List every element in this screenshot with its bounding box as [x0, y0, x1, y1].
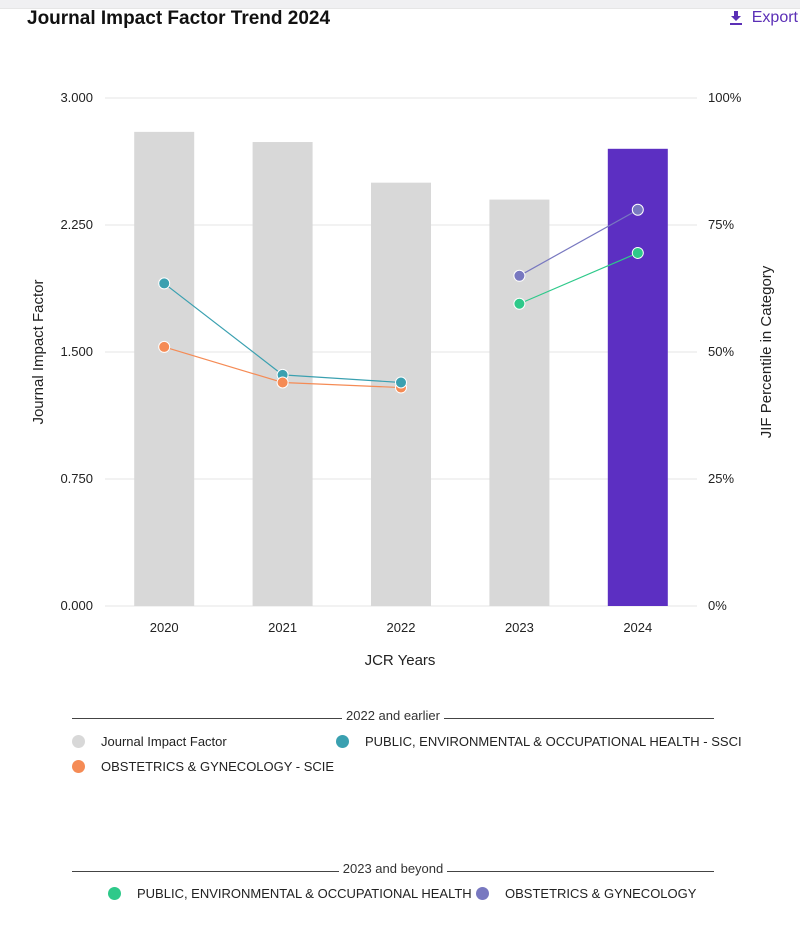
chart-title: Journal Impact Factor Trend 2024 [27, 8, 331, 29]
series-point [631, 203, 644, 216]
y-tick-label: 2.250 [60, 217, 93, 232]
top-border [0, 0, 800, 9]
bars [134, 131, 668, 607]
y2-axis-label: JIF Percentile in Category [758, 265, 775, 438]
export-label: Export [751, 9, 798, 26]
bar-2022 [371, 182, 431, 606]
x-axis-ticks: 2020 2021 2022 2023 2024 [150, 620, 653, 635]
jif-trend-chart: 0.000 0.750 1.500 2.250 3.000 0% 25% 50% 75% 100… [30, 90, 775, 669]
y-axis-ticks: 0.000 0.750 1.500 2.250 3.000 [60, 90, 93, 613]
legend-group-later: 2023 and beyond PUBLIC, ENVIRONMENTAL & … [72, 861, 715, 901]
series-point [158, 340, 171, 353]
legend-swatch [72, 735, 85, 748]
legend-group-title: 2022 and earlier [72, 708, 714, 723]
y2-tick-label: 75% [708, 217, 734, 232]
legend-swatch [476, 887, 489, 900]
series-line [282, 374, 402, 384]
bar-2020 [134, 131, 195, 606]
x-tick-label: 2021 [268, 620, 297, 635]
series-point [513, 297, 526, 310]
legend-item-pe-oh-ssci[interactable]: PUBLIC, ENVIRONMENTAL & OCCUPATIONAL HEA… [336, 734, 742, 749]
y-tick-label: 0.000 [60, 598, 93, 613]
y-axis-label: Journal Impact Factor [30, 279, 47, 424]
series-line [519, 209, 639, 277]
x-axis-label: JCR Years [365, 652, 436, 669]
legend-group-title: 2023 and beyond [72, 861, 715, 876]
y2-tick-label: 50% [708, 344, 734, 359]
y2-tick-label: 25% [708, 471, 734, 486]
y2-axis-ticks: 0% 25% 50% 75% 100% [708, 90, 742, 613]
legend-swatch [336, 735, 349, 748]
y-tick-label: 1.500 [60, 344, 93, 359]
series-point [158, 277, 171, 290]
series-point [276, 376, 289, 389]
series-points [158, 203, 644, 394]
x-tick-label: 2020 [150, 620, 179, 635]
legend-item-obgyn[interactable]: OBSTETRICS & GYNECOLOGY [476, 886, 696, 901]
bar-2024 [607, 148, 668, 607]
series-point [395, 376, 407, 389]
legend-item-pe-oh[interactable]: PUBLIC, ENVIRONMENTAL & OCCUPATIONAL HEA… [108, 886, 472, 901]
y2-tick-label: 100% [708, 90, 742, 105]
legend-item-jif[interactable]: Journal Impact Factor [72, 734, 227, 749]
legend-item-obgyn-scie[interactable]: OBSTETRICS & GYNECOLOGY - SCIE [72, 759, 334, 774]
bar-2023 [489, 199, 550, 606]
legend-swatch [72, 760, 85, 773]
legend-swatch [108, 887, 121, 900]
export-button[interactable]: Export [729, 9, 798, 27]
x-tick-label: 2024 [623, 620, 652, 635]
y-tick-label: 3.000 [60, 90, 93, 105]
legend-group-earlier: 2022 and earlier Journal Impact Factor P… [72, 708, 742, 774]
x-tick-label: 2023 [505, 620, 534, 635]
y2-tick-label: 0% [708, 598, 727, 613]
x-tick-label: 2022 [387, 620, 416, 635]
y-tick-label: 0.750 [60, 471, 93, 486]
series-point [513, 269, 526, 282]
download-icon [729, 11, 742, 25]
series-point [631, 246, 644, 259]
series-line [519, 252, 639, 305]
series-line [163, 282, 283, 376]
